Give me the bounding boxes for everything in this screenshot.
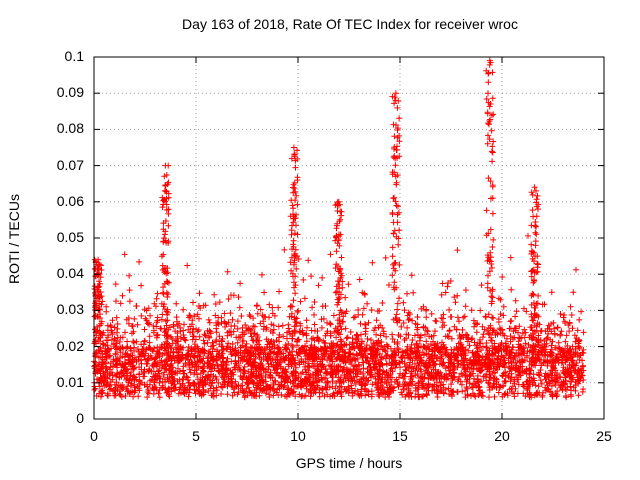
x-tick-label: 25 xyxy=(596,428,612,444)
y-axis-label: ROTI / TECUs xyxy=(6,194,22,284)
y-tick-label: 0.01 xyxy=(56,373,84,390)
y-tick-label: 0.09 xyxy=(56,84,84,101)
y-tick-label: 0.04 xyxy=(56,265,84,282)
x-tick-label: 20 xyxy=(494,428,510,444)
data-points xyxy=(91,57,587,401)
x-tick-label: 5 xyxy=(192,428,200,444)
axis-ticks xyxy=(93,56,605,420)
y-tick-label: 0.05 xyxy=(56,229,84,245)
y-tick-label: 0.1 xyxy=(64,48,84,64)
y-tick-label: 0.07 xyxy=(56,156,84,173)
y-tick-label: 0.06 xyxy=(56,192,84,209)
x-axis-label: GPS time / hours xyxy=(295,455,403,471)
y-tick-label: 0 xyxy=(76,410,84,426)
y-tick-label: 0.03 xyxy=(56,301,84,318)
y-tick-label: 0.02 xyxy=(56,337,84,354)
y-tick-label: 0.08 xyxy=(56,120,84,137)
chart-title: Day 163 of 2018, Rate Of TEC Index for r… xyxy=(182,16,518,32)
x-tick-label: 0 xyxy=(90,428,98,444)
data-point xyxy=(91,57,587,401)
x-tick-label: 15 xyxy=(392,428,408,444)
x-tick-label: 10 xyxy=(290,428,306,444)
